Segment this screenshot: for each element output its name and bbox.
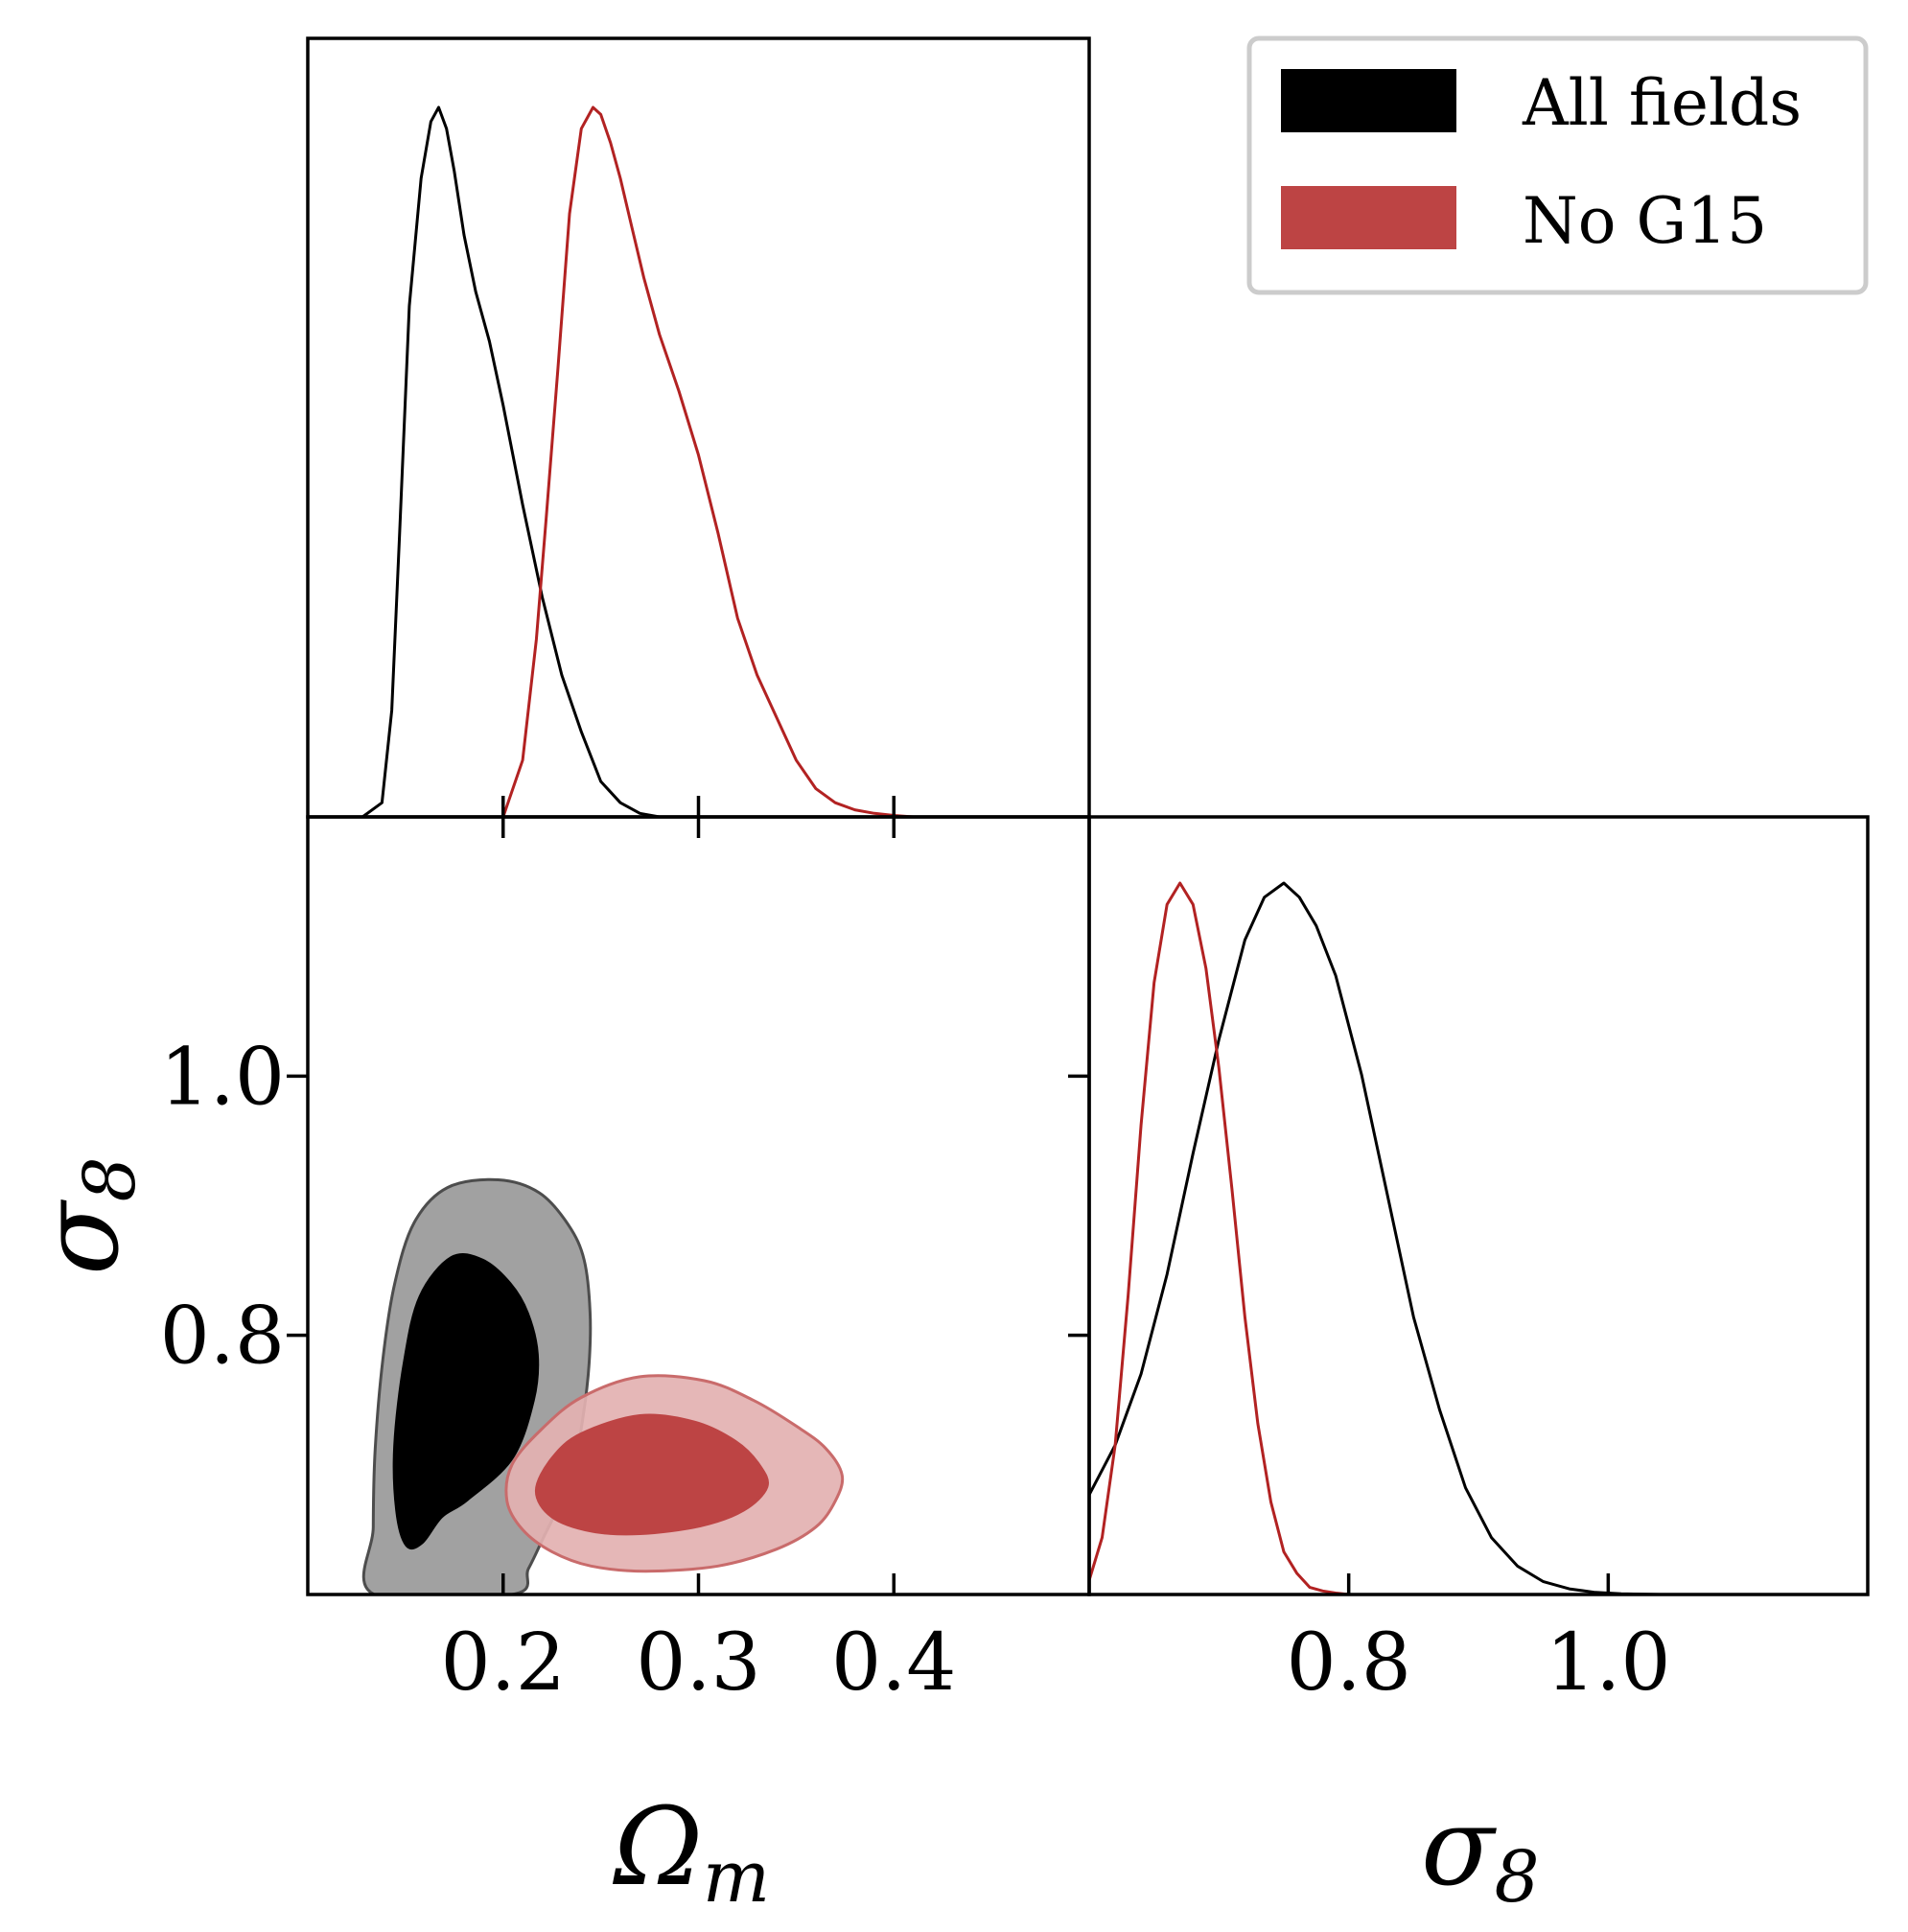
contour-no-g15-68pct	[534, 1413, 769, 1536]
marginal-sigma8-curve-no-g15	[1087, 881, 1349, 1596]
tick-label-omega-m: 0.3	[636, 1618, 760, 1709]
y-axis-label-sigma8: σ8	[18, 1156, 151, 1275]
x-axis-label-omega-m: Ωm	[612, 1785, 770, 1919]
panel-sigma8-marginal: 0.8 1.0	[1068, 815, 1870, 1709]
sigma8-y-symbol: σ	[18, 1199, 143, 1275]
marginal-sigma8-curve-all-fields	[1087, 881, 1661, 1596]
legend: All fields No G15	[1246, 35, 1869, 295]
panel-omega-m-sigma8-contours: 0.2 0.3 0.4 0.8 1.0	[160, 815, 1091, 1709]
tick-label-sigma8-x: 1.0	[1546, 1618, 1670, 1709]
tick-label-sigma8-y: 1.0	[160, 1032, 285, 1123]
tick-label-omega-m: 0.2	[441, 1618, 566, 1709]
tick-label-omega-m: 0.4	[831, 1618, 956, 1709]
tick-label-sigma8-y: 0.8	[160, 1292, 285, 1383]
marginal-omega-m-curve-no-g15	[501, 105, 914, 819]
axis-labels: Ωm σ8 σ8	[18, 1156, 1540, 1919]
sigma8-y-subscript: 8	[69, 1156, 151, 1201]
omega-m-subscript: m	[703, 1836, 770, 1919]
sigma8-x-symbol: σ	[1421, 1785, 1497, 1910]
legend-swatch-all-fields	[1281, 69, 1456, 132]
contour-all-fields-68pct	[392, 1253, 540, 1550]
sigma8-x-subscript: 8	[1494, 1836, 1539, 1919]
legend-swatch-no-g15	[1281, 186, 1456, 249]
legend-label-all-fields: All fields	[1522, 66, 1802, 140]
omega-m-symbol: Ω	[612, 1785, 703, 1910]
tick-label-sigma8-x: 0.8	[1286, 1618, 1410, 1709]
marginal-omega-m-curve-all-fields	[361, 105, 661, 819]
panel-omega-m-marginal	[306, 36, 1091, 838]
legend-label-no-g15: No G15	[1523, 184, 1767, 258]
panel-sigma8-marginal-frame	[1087, 815, 1870, 1596]
x-axis-label-sigma8: σ8	[1421, 1785, 1540, 1919]
